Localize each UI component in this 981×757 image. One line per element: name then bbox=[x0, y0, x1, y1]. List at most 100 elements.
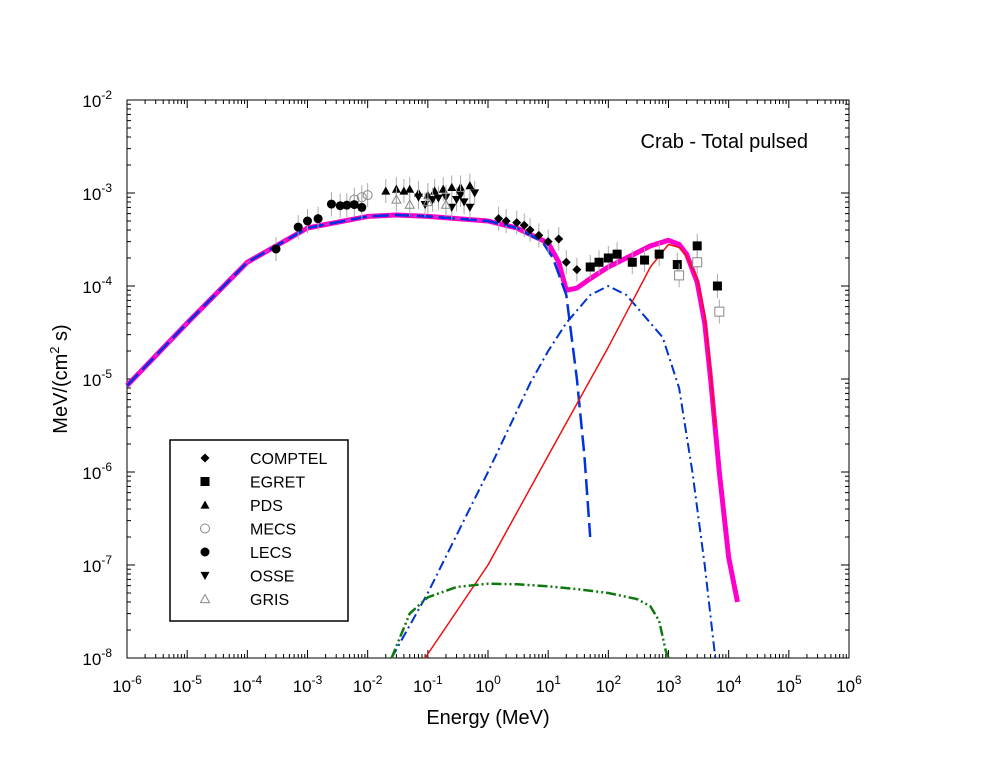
marker-pds bbox=[430, 186, 440, 195]
marker-lecs bbox=[271, 244, 281, 254]
x-tick-label: 10-4 bbox=[233, 673, 263, 696]
marker-comptel bbox=[543, 237, 553, 247]
marker-comptel bbox=[572, 265, 582, 275]
x-tick-label: 10-2 bbox=[353, 673, 383, 696]
marker-comptel bbox=[519, 220, 529, 230]
marker-lecs bbox=[357, 202, 367, 212]
y-tick-label: 10-6 bbox=[82, 460, 112, 483]
legend-label-gris: GRIS bbox=[250, 592, 289, 609]
legend-label-pds: PDS bbox=[250, 498, 283, 515]
x-tick-label: 104 bbox=[716, 673, 742, 696]
marker-egret bbox=[712, 281, 722, 291]
y-axis-label-sup: 2 bbox=[47, 346, 62, 353]
x-tick-label: 101 bbox=[535, 673, 561, 696]
legend-box bbox=[169, 439, 349, 622]
legend-marker-lecs bbox=[200, 547, 210, 557]
x-tick-label: 106 bbox=[836, 673, 862, 696]
x-tick-label: 105 bbox=[776, 673, 802, 696]
marker-osse bbox=[456, 191, 466, 200]
y-tick-label: 10-2 bbox=[82, 88, 112, 111]
legend-label-comptel: COMPTEL bbox=[250, 451, 327, 468]
marker-pds bbox=[405, 184, 415, 193]
marker-pds bbox=[465, 181, 475, 190]
marker-osse bbox=[414, 193, 424, 202]
marker-egret bbox=[627, 257, 637, 267]
marker-lecs bbox=[335, 201, 345, 211]
x-tick-label: 103 bbox=[656, 673, 682, 696]
legend-marker-pds bbox=[200, 500, 210, 509]
x-tick-label: 10-3 bbox=[293, 673, 323, 696]
marker-egret bbox=[585, 262, 595, 272]
marker-egret bbox=[594, 257, 604, 267]
y-axis-label-tail: s) bbox=[50, 324, 72, 346]
marker-comptel bbox=[525, 225, 535, 235]
legend-marker-egret bbox=[200, 477, 210, 486]
marker-egret-open bbox=[692, 257, 703, 268]
marker-pds bbox=[381, 186, 391, 195]
marker-pds bbox=[438, 184, 448, 193]
marker-osse bbox=[465, 203, 475, 212]
data-markers bbox=[271, 173, 725, 324]
y-tick-label: 10-3 bbox=[82, 181, 112, 204]
curve-solid-thin bbox=[424, 243, 717, 659]
marker-comptel bbox=[494, 214, 504, 224]
curve-long-dash bbox=[126, 213, 592, 538]
x-tick-label: 10-1 bbox=[413, 673, 443, 696]
marker-osse bbox=[452, 195, 462, 205]
x-axis-label: Energy (MeV) bbox=[426, 707, 549, 729]
marker-lecs bbox=[303, 216, 312, 226]
marker-gris bbox=[404, 199, 416, 209]
marker-gris bbox=[391, 194, 402, 204]
y-tick-label: 10-4 bbox=[82, 274, 112, 297]
legend-label-osse: OSSE bbox=[250, 569, 294, 586]
curve-solid-thick bbox=[125, 212, 740, 603]
axis-ticks bbox=[126, 99, 850, 659]
marker-gris bbox=[422, 196, 434, 207]
curve-dash-dot-dot bbox=[390, 582, 670, 659]
y-axis-label-main: MeV/(cm bbox=[50, 354, 72, 434]
marker-egret-open bbox=[714, 306, 725, 317]
marker-egret bbox=[603, 253, 613, 263]
y-tick-label: 10-7 bbox=[82, 553, 112, 576]
model-curves bbox=[125, 212, 740, 659]
marker-lecs bbox=[293, 222, 303, 232]
y-tick-labels: 10-8 10-7 10-6 10-5 10-4 10-3 10-2 bbox=[82, 88, 112, 669]
y-tick-label: 10-5 bbox=[82, 367, 112, 390]
y-axis-label: MeV/(cm2 s) bbox=[47, 324, 72, 433]
marker-egret bbox=[640, 255, 650, 265]
marker-lecs bbox=[326, 199, 336, 209]
marker-egret bbox=[672, 260, 682, 270]
x-tick-label: 10-5 bbox=[172, 673, 202, 696]
x-tick-label: 100 bbox=[475, 673, 501, 696]
legend-marker-mecs bbox=[200, 523, 210, 534]
legend-marker-comptel bbox=[200, 453, 210, 463]
legend-marker-osse bbox=[200, 571, 210, 580]
marker-lecs bbox=[349, 200, 359, 210]
curve-dash-dot bbox=[390, 285, 717, 659]
legend-label-lecs: LECS bbox=[250, 545, 292, 562]
x-tick-label: 10-6 bbox=[112, 673, 142, 696]
legend-label-egret: EGRET bbox=[250, 475, 305, 492]
legend: COMPTEL EGRET PDS MECS LECS OSSE GRIS bbox=[169, 439, 349, 622]
marker-egret-open bbox=[674, 270, 685, 281]
marker-comptel bbox=[534, 230, 544, 240]
marker-egret bbox=[692, 241, 702, 251]
marker-egret bbox=[654, 249, 664, 259]
legend-marker-gris bbox=[199, 593, 211, 604]
marker-lecs bbox=[313, 214, 323, 224]
marker-osse bbox=[420, 201, 430, 210]
legend-label-mecs: MECS bbox=[250, 522, 296, 539]
marker-osse bbox=[470, 189, 480, 198]
marker-osse bbox=[433, 194, 443, 203]
marker-egret bbox=[612, 249, 622, 259]
y-tick-label: 10-8 bbox=[82, 646, 112, 669]
marker-mecs bbox=[362, 190, 373, 201]
marker-comptel bbox=[512, 218, 522, 228]
marker-osse bbox=[428, 195, 438, 205]
marker-comptel bbox=[561, 257, 571, 267]
marker-pds bbox=[447, 182, 457, 191]
curve-dashed-magenta bbox=[126, 214, 543, 387]
chart-title: Crab - Total pulsed bbox=[641, 131, 809, 153]
x-tick-labels: 10-6 10-5 10-4 10-3 10-2 10-1 100 101 102 103 104 1… bbox=[112, 673, 862, 696]
